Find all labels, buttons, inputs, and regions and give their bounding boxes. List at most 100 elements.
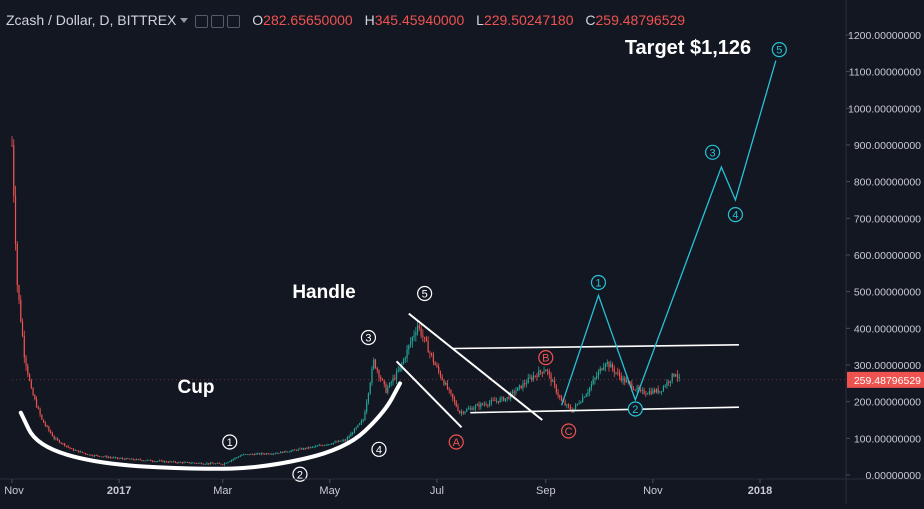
candle-body bbox=[162, 460, 164, 463]
candle-body bbox=[14, 195, 17, 244]
handle-annotation: Handle bbox=[292, 282, 355, 303]
wave-marker-w1: 1 bbox=[227, 437, 233, 449]
candle-body bbox=[411, 337, 413, 343]
candle-body bbox=[362, 420, 364, 421]
candle-body bbox=[359, 423, 361, 425]
settings-icon[interactable] bbox=[195, 14, 209, 28]
symbol-title[interactable]: Zcash / Dollar, D, BITTREX bbox=[6, 12, 177, 28]
candle-body bbox=[199, 462, 201, 464]
candle-body bbox=[188, 462, 190, 464]
wave-marker-w3: 3 bbox=[365, 332, 371, 344]
candle-body bbox=[378, 370, 380, 377]
candle-body bbox=[418, 325, 420, 328]
candle-body bbox=[48, 426, 50, 431]
symbol-dropdown-caret-icon[interactable] bbox=[180, 17, 189, 23]
candle-body bbox=[668, 381, 670, 383]
candle-body bbox=[376, 367, 378, 371]
candle-body bbox=[599, 368, 601, 372]
candle-body bbox=[531, 377, 533, 380]
candle-body bbox=[392, 378, 394, 383]
candle-body bbox=[185, 462, 187, 463]
candle-body bbox=[601, 368, 603, 370]
candle-body bbox=[299, 448, 301, 450]
candle-body bbox=[608, 362, 610, 368]
candle-body bbox=[266, 453, 268, 455]
candle-body bbox=[462, 411, 464, 414]
wave-marker-p1-ring bbox=[590, 274, 607, 291]
candle-body bbox=[329, 444, 331, 445]
candle-body bbox=[292, 449, 294, 451]
candle-body bbox=[262, 453, 264, 455]
candle-body bbox=[339, 440, 341, 442]
more-options-icon[interactable] bbox=[227, 14, 241, 28]
candle-body bbox=[394, 378, 396, 380]
candle-body bbox=[422, 335, 424, 338]
candle-body bbox=[195, 463, 197, 464]
candle-body bbox=[213, 463, 215, 465]
candle-body bbox=[64, 443, 66, 446]
candle-body bbox=[157, 461, 159, 462]
candle-body bbox=[197, 462, 199, 464]
candle-body bbox=[158, 460, 161, 462]
x-tick-label: 2017 bbox=[107, 485, 131, 497]
candle-body bbox=[473, 408, 475, 410]
candle-body bbox=[481, 403, 484, 405]
candle-body bbox=[487, 405, 489, 406]
candle-body bbox=[448, 388, 450, 390]
candle-body bbox=[337, 440, 340, 442]
candle-body bbox=[587, 392, 589, 395]
candle-body bbox=[280, 451, 282, 454]
candle-body bbox=[92, 455, 94, 457]
candle-body bbox=[313, 446, 315, 448]
candle-body bbox=[97, 455, 99, 457]
candle-body bbox=[273, 453, 275, 455]
candle-body bbox=[659, 391, 661, 393]
candle-body bbox=[304, 448, 306, 449]
candle-body bbox=[34, 395, 36, 400]
candle-body bbox=[576, 403, 578, 405]
candle-body bbox=[408, 345, 410, 350]
y-tick-label: 1000.00000000 bbox=[848, 103, 921, 115]
close-label: C bbox=[585, 12, 596, 28]
candle-body bbox=[529, 377, 531, 379]
candle-body bbox=[151, 461, 154, 462]
candle-body bbox=[650, 391, 652, 394]
candle-body bbox=[629, 381, 631, 384]
candle-body bbox=[483, 404, 485, 406]
candle-body bbox=[655, 388, 658, 393]
candle-body bbox=[387, 387, 389, 393]
candle-body bbox=[397, 370, 399, 372]
hide-series-icon[interactable] bbox=[211, 14, 225, 28]
candle-body bbox=[93, 455, 96, 456]
candle-body bbox=[37, 407, 39, 409]
wave-marker-p5-ring bbox=[771, 42, 787, 58]
candle-body bbox=[146, 460, 148, 461]
candle-body bbox=[404, 358, 406, 360]
candle-body bbox=[165, 461, 168, 463]
wave-marker-w3-ring bbox=[360, 329, 377, 346]
candle-body bbox=[28, 374, 31, 381]
candle-body bbox=[431, 353, 433, 356]
candle-body bbox=[72, 448, 75, 451]
candle-body bbox=[332, 442, 334, 444]
y-tick-label: 0.00000000 bbox=[866, 470, 922, 482]
candle-body bbox=[640, 389, 642, 391]
candle-body bbox=[469, 408, 471, 409]
y-tick-label: 700.00000000 bbox=[854, 213, 921, 225]
candle-body bbox=[603, 367, 605, 370]
candle-body bbox=[657, 388, 659, 393]
candle-body bbox=[488, 402, 491, 406]
candle-body bbox=[480, 403, 482, 407]
candle-body bbox=[150, 459, 152, 462]
wave-marker-w4: 4 bbox=[376, 444, 382, 456]
candle-body bbox=[30, 380, 32, 389]
candle-body bbox=[548, 371, 550, 375]
handle-upper-line bbox=[408, 312, 543, 421]
candle-body bbox=[153, 461, 155, 463]
candle-body bbox=[357, 424, 359, 428]
candle-body bbox=[132, 458, 134, 460]
y-tick-label: 300.00000000 bbox=[854, 360, 921, 372]
candle-body bbox=[244, 454, 247, 456]
candle-body bbox=[575, 404, 577, 409]
